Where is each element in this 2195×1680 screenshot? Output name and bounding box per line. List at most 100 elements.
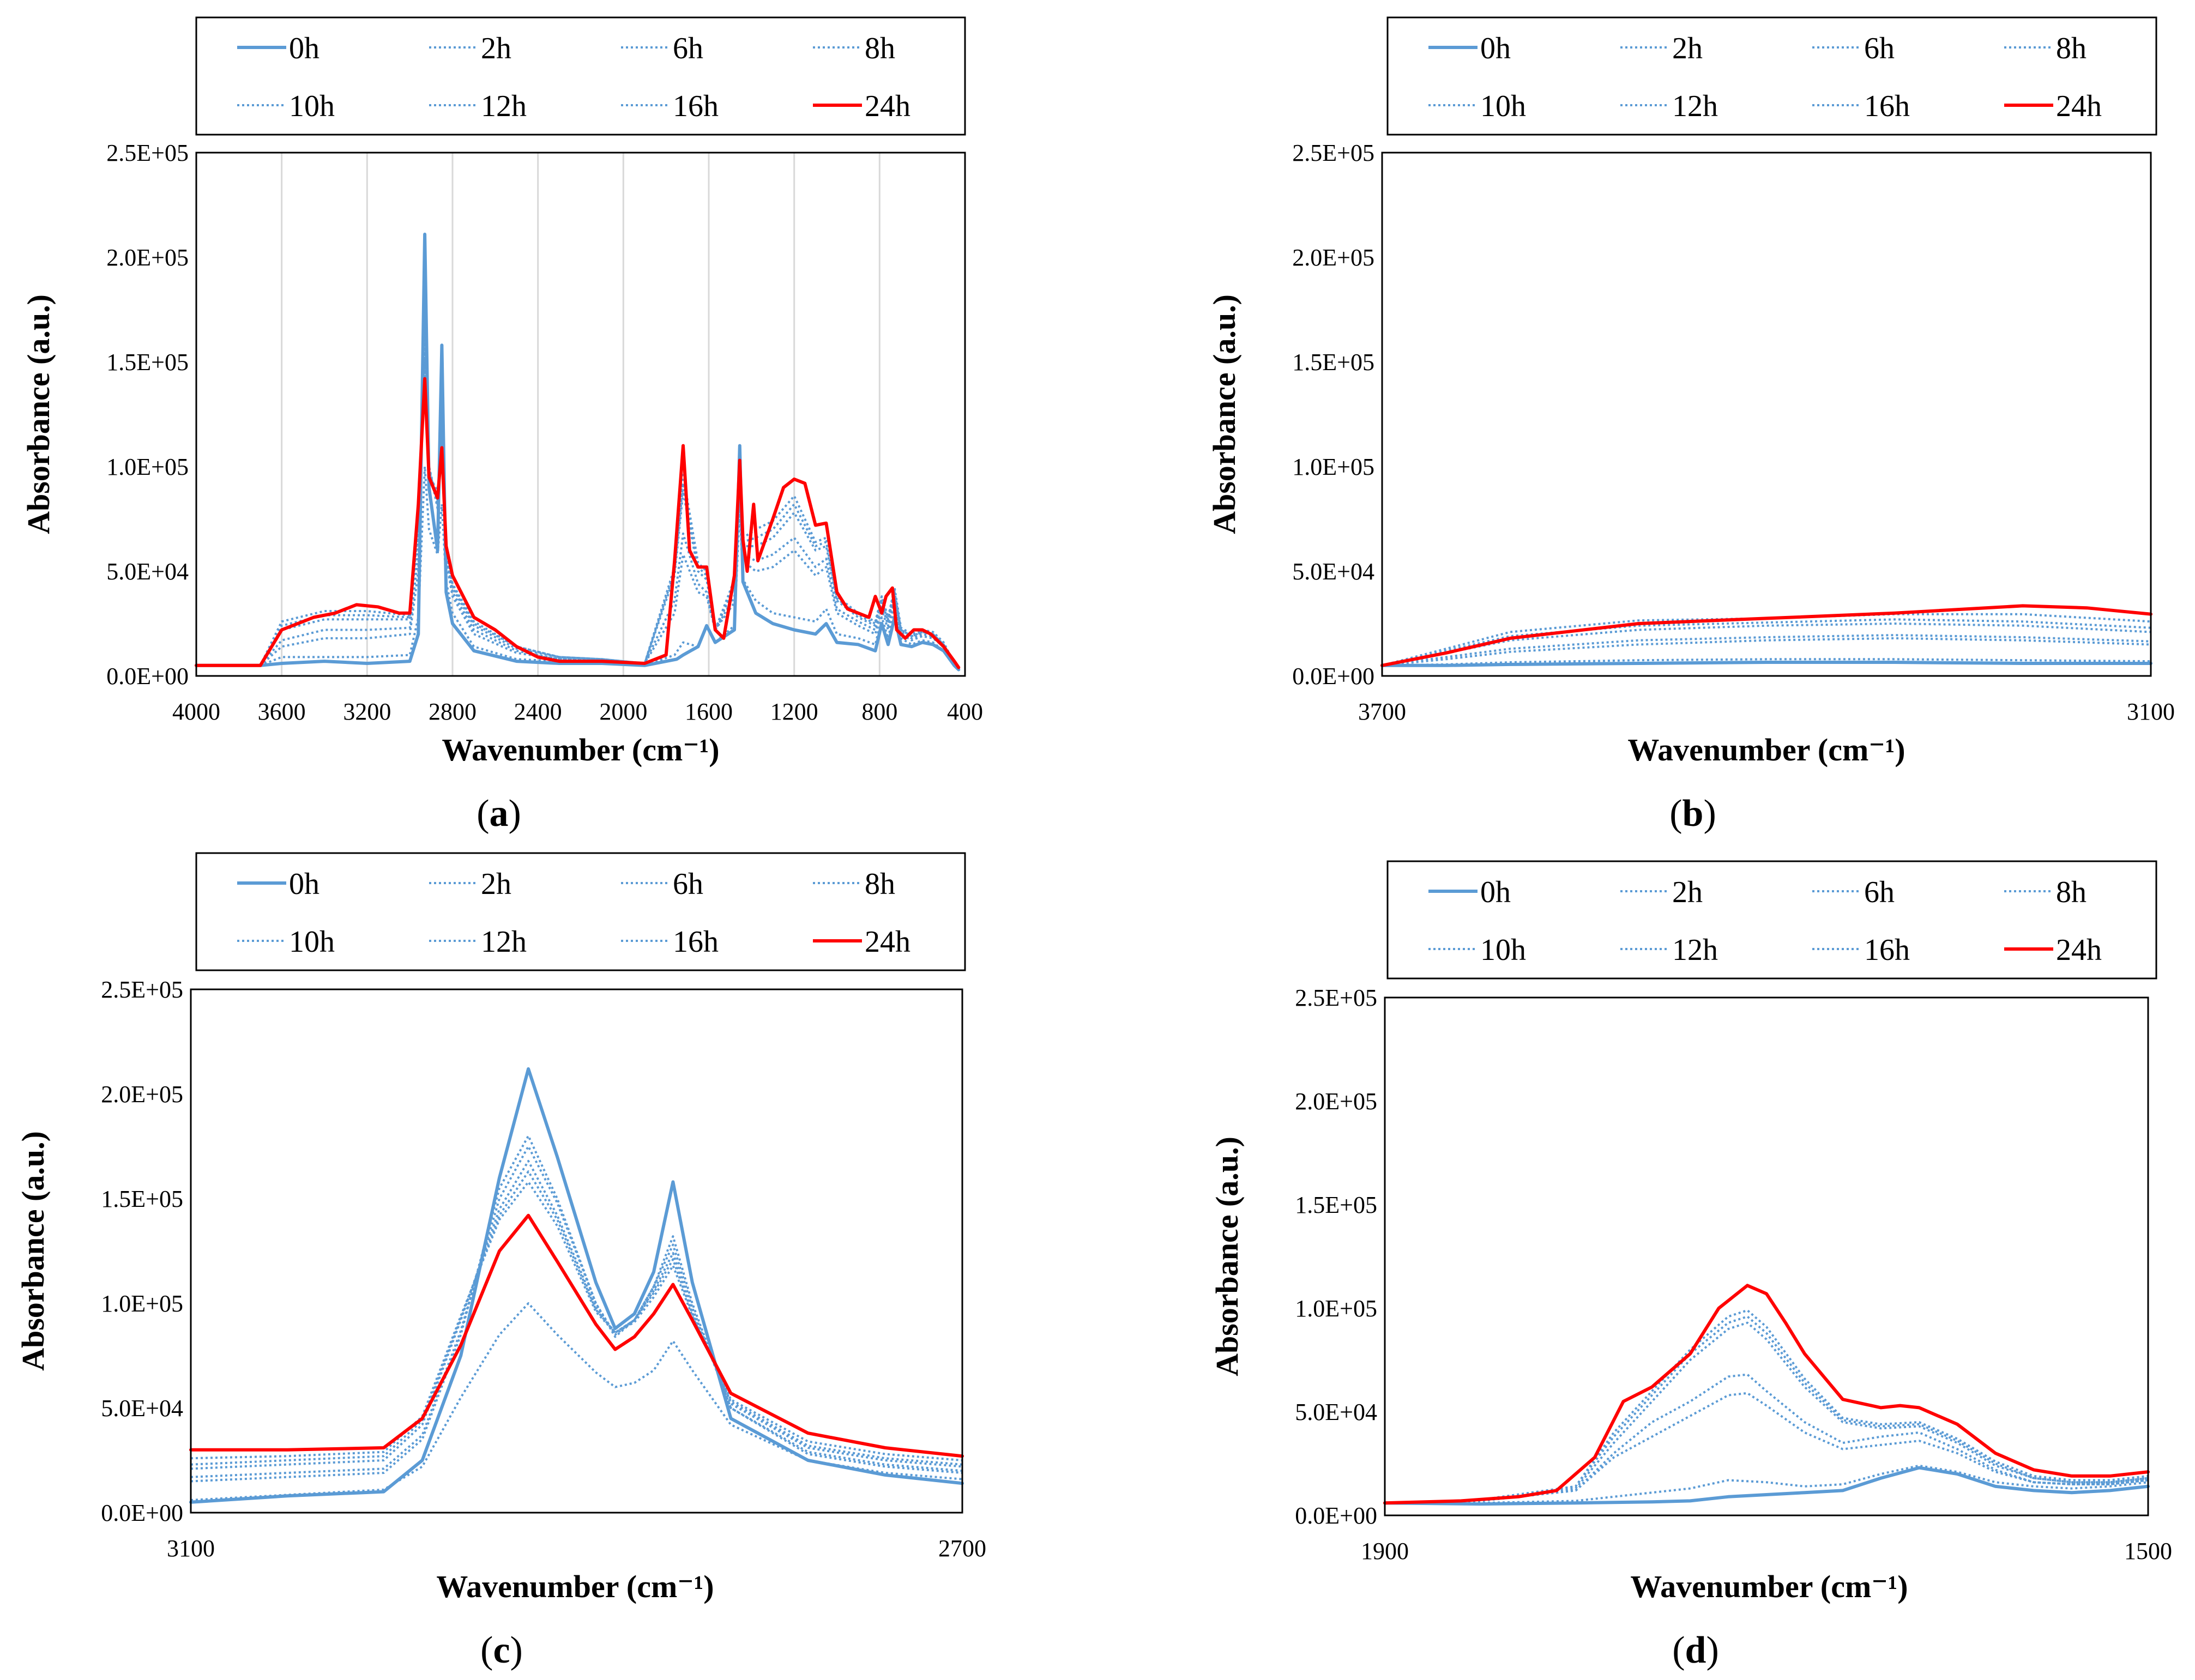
panel-b: 3700 3100 0.0E+00 5.0E+04 1.0E+05 1.5E+05 2.0E… (1207, 16, 2175, 835)
y-tick-label: 2.5E+05 (106, 140, 189, 166)
y-tick-label: 0.0E+00 (1295, 1502, 1377, 1529)
legend-label: 6h (673, 32, 703, 65)
x-tick-label: 1200 (770, 698, 818, 725)
legend-label: 2h (1672, 875, 1703, 909)
x-axis-title: Wavenumber (cm⁻¹) (1627, 732, 1905, 768)
y-tick-label: 1.5E+05 (1292, 349, 1374, 376)
y-axis-title: Absorbance (a.u.) (1209, 1137, 1245, 1376)
y-tick-label: 1.5E+05 (106, 349, 189, 376)
y-tick-label: 5.0E+04 (1295, 1399, 1377, 1425)
caption-letter: c (493, 1629, 510, 1671)
plot-frame (195, 152, 966, 677)
series-line-24h (189, 1213, 964, 1458)
y-tick-label: 5.0E+04 (106, 558, 189, 585)
series-line-24h (195, 377, 961, 669)
series-line-24h (1383, 1284, 2150, 1505)
legend: 0h 2h 6h 8h 10h 12h 16h 24h (195, 16, 966, 136)
x-tick-label: 2700 (938, 1535, 986, 1562)
legend-label: 24h (2056, 933, 2102, 967)
series-line-6h (1382, 637, 2151, 667)
series-line-0h (1383, 1466, 2150, 1506)
series-line-16h (1384, 1309, 2149, 1504)
series-line-12h (190, 1170, 963, 1466)
legend-label: 12h (481, 925, 527, 959)
x-tick-label: 2800 (429, 698, 477, 725)
legend: 0h 2h 6h 8h 10h 12h 16h 24h (1386, 860, 2157, 980)
y-tick-label: 5.0E+04 (1292, 558, 1374, 585)
series-line-6h (190, 1134, 963, 1483)
legend-label: 2h (481, 32, 511, 65)
x-tick-label: 800 (861, 698, 897, 725)
caption-letter: a (490, 793, 509, 835)
y-tick-label: 1.0E+05 (1292, 454, 1374, 480)
legend-label: 24h (865, 925, 910, 959)
legend-label: 10h (1480, 89, 1526, 123)
legend: 0h 2h 6h 8h 10h 12h 16h 24h (1386, 16, 2157, 136)
x-tick-label: 400 (947, 698, 983, 725)
legend-label: 8h (865, 32, 895, 65)
x-tick-label: 1500 (2124, 1538, 2172, 1564)
y-tick-label: 2.5E+05 (1295, 984, 1377, 1011)
x-axis-title: Wavenumber (cm⁻¹) (442, 732, 719, 768)
legend-label: 0h (1480, 875, 1511, 909)
legend-label: 6h (673, 867, 703, 901)
x-tick-label: 2400 (514, 698, 562, 725)
legend-label: 8h (2056, 875, 2087, 909)
plot-frame (1381, 152, 2152, 677)
y-axis-title: Absorbance (a.u.) (1207, 294, 1242, 534)
legend-label: 16h (1864, 933, 1910, 967)
series-line-10h (196, 340, 960, 670)
y-axis-title: Absorbance (a.u.) (21, 294, 56, 534)
x-tick-label: 3200 (343, 698, 391, 725)
legend-label: 10h (1480, 933, 1526, 967)
series-line-0h (195, 232, 961, 672)
legend-label: 0h (289, 32, 319, 65)
series-line-2h (1385, 1464, 2149, 1504)
series-line-0h (189, 1067, 964, 1504)
series-line-24h (1380, 604, 2152, 667)
caption-letter: d (1685, 1629, 1706, 1671)
panel-caption: (c) (480, 1629, 523, 1671)
y-tick-label: 0.0E+00 (106, 663, 189, 690)
plot-frame (190, 988, 963, 1514)
x-axis-title: Wavenumber (cm⁻¹) (1630, 1569, 1908, 1604)
legend-label: 16h (673, 89, 719, 123)
series-line-8h (190, 1145, 963, 1478)
legend-label: 0h (1480, 32, 1511, 65)
y-tick-label: 0.0E+00 (101, 1500, 183, 1526)
legend-label: 24h (865, 89, 910, 123)
y-tick-label: 0.0E+00 (1292, 663, 1374, 690)
y-tick-label: 2.0E+05 (1292, 244, 1374, 271)
x-tick-label: 3700 (1358, 698, 1406, 725)
x-tick-label: 2000 (599, 698, 647, 725)
legend-label: 0h (289, 867, 319, 901)
y-tick-label: 2.5E+05 (101, 976, 183, 1003)
plot-frame (1384, 996, 2149, 1516)
legend-label: 10h (289, 925, 335, 959)
legend-label: 16h (1864, 89, 1910, 123)
legend-box (1386, 860, 2157, 980)
series-line-8h (1382, 634, 2151, 667)
legend-box (195, 16, 966, 136)
series-line-2h (196, 466, 960, 670)
y-tick-label: 1.5E+05 (1295, 1192, 1377, 1218)
legend: 0h 2h 6h 8h 10h 12h 16h 24h (195, 852, 966, 971)
legend-label: 24h (2056, 89, 2102, 123)
y-tick-label: 2.0E+05 (106, 244, 189, 271)
series-line-8h (1384, 1392, 2149, 1504)
legend-label: 10h (289, 89, 335, 123)
caption-letter: b (1683, 793, 1704, 835)
panel-c: 3100 2700 0.0E+00 5.0E+04 1.0E+05 1.5E+05 2.0E… (15, 852, 986, 1671)
panel-a: 4000 3600 3200 2800 2400 2000 1600 1200 800 400 0.… (21, 16, 983, 835)
series-line-10h (190, 1159, 963, 1470)
y-tick-label: 1.0E+05 (106, 454, 189, 480)
x-tick-label: 4000 (172, 698, 220, 725)
x-tick-label: 3100 (2127, 698, 2175, 725)
y-axis-title: Absorbance (a.u.) (15, 1131, 51, 1371)
legend-label: 6h (1864, 32, 1895, 65)
legend-box (1386, 16, 2157, 136)
y-tick-label: 1.5E+05 (101, 1186, 183, 1212)
legend-label: 16h (673, 925, 719, 959)
x-tick-label: 3600 (258, 698, 306, 725)
